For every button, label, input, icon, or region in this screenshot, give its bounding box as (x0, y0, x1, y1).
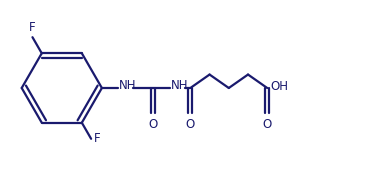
Text: F: F (94, 132, 101, 145)
Text: NH: NH (118, 79, 136, 92)
Text: NH: NH (171, 79, 189, 92)
Text: O: O (148, 118, 158, 131)
Text: OH: OH (270, 80, 288, 93)
Text: O: O (186, 118, 195, 131)
Text: F: F (29, 21, 36, 34)
Text: O: O (263, 118, 272, 131)
